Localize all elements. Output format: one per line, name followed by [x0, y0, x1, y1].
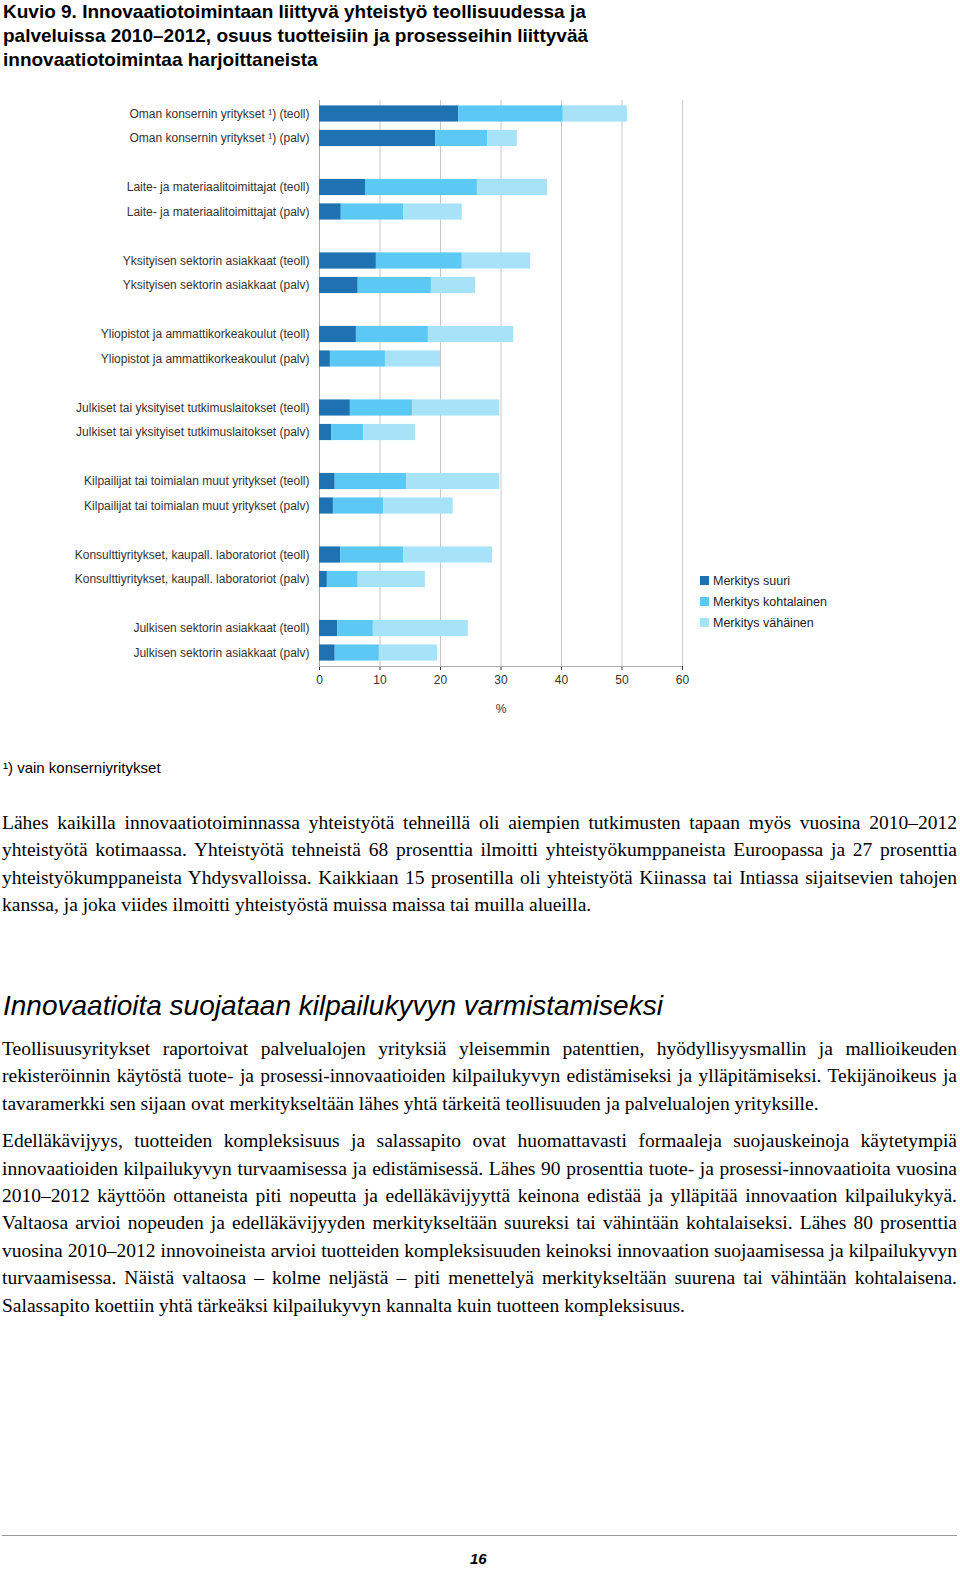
svg-text:Laite- ja materiaalitoimittaja: Laite- ja materiaalitoimittajat (palv): [127, 205, 310, 219]
svg-text:0: 0: [316, 673, 323, 687]
html-text:¹) vain konserniyritykset: ¹) vain konserniyritykset: [3, 759, 161, 776]
svg-text:Julkiset tai yksityiset tutkim: Julkiset tai yksityiset tutkimuslaitokse…: [76, 425, 309, 439]
svg-text:Yksityisen sektorin asiakkaat: Yksityisen sektorin asiakkaat (palv): [123, 278, 310, 292]
html-text:16: 16: [470, 1550, 487, 1567]
svg-text:30: 30: [494, 673, 508, 687]
svg-text:Laite- ja materiaalitoimittaja: Laite- ja materiaalitoimittajat (teoll): [127, 180, 310, 194]
html-text:Innovaatioita suojataan kilpai: Innovaatioita suojataan kilpailukyvyn va…: [3, 990, 663, 1021]
html-text:Lähes kaikilla innovaatiotoimi: Lähes kaikilla innovaatiotoiminnassa yht…: [2, 812, 957, 916]
svg-text:Kilpailijat tai toimialan muut: Kilpailijat tai toimialan muut yritykset…: [84, 499, 309, 513]
svg-text:Kilpailijat tai toimialan muut: Kilpailijat tai toimialan muut yritykset…: [84, 474, 309, 488]
html-text:Edelläkävijyys, tuotteiden kom: Edelläkävijyys, tuotteiden kompleksisuus…: [2, 1130, 957, 1316]
html-text:Merkitys suuri: Merkitys suuri: [713, 573, 791, 588]
svg-text:Julkisen sektorin asiakkaat (p: Julkisen sektorin asiakkaat (palv): [133, 646, 309, 660]
html-text:Merkitys kohtalainen: Merkitys kohtalainen: [713, 594, 827, 609]
svg-text:Julkisen sektorin asiakkaat (t: Julkisen sektorin asiakkaat (teoll): [133, 621, 309, 635]
svg-text:Konsulttiyritykset, kaupall. l: Konsulttiyritykset, kaupall. laboratorio…: [75, 572, 310, 586]
svg-text:Yliopistot ja ammattikorkeakou: Yliopistot ja ammattikorkeakoulut (palv): [101, 352, 310, 366]
svg-text:50: 50: [615, 673, 629, 687]
svg-text:Oman konsernin yritykset ¹) (p: Oman konsernin yritykset ¹) (palv): [129, 131, 309, 145]
html-text:Merkitys vähäinen: Merkitys vähäinen: [713, 615, 814, 630]
svg-text:60: 60: [676, 673, 690, 687]
html-text:Kuvio 9. Innovaatiotoimintaan: Kuvio 9. Innovaatiotoimintaan liittyvä y…: [3, 1, 588, 70]
svg-text:%: %: [496, 702, 507, 716]
svg-text:20: 20: [434, 673, 448, 687]
svg-text:40: 40: [555, 673, 569, 687]
svg-text:Yliopistot ja ammattikorkeakou: Yliopistot ja ammattikorkeakoulut (teoll…: [101, 327, 310, 341]
svg-text:Julkiset tai yksityiset tutkim: Julkiset tai yksityiset tutkimuslaitokse…: [76, 401, 309, 415]
svg-text:Konsulttiyritykset, kaupall. l: Konsulttiyritykset, kaupall. laboratorio…: [75, 548, 310, 562]
html-text:Teollisuusyritykset raportoiva: Teollisuusyritykset raportoivat palvelua…: [2, 1038, 957, 1114]
svg-text:10: 10: [373, 673, 387, 687]
svg-text:Yksityisen sektorin asiakkaat: Yksityisen sektorin asiakkaat (teoll): [123, 254, 310, 268]
svg-text:Oman konsernin yritykset ¹) (t: Oman konsernin yritykset ¹) (teoll): [129, 107, 309, 121]
